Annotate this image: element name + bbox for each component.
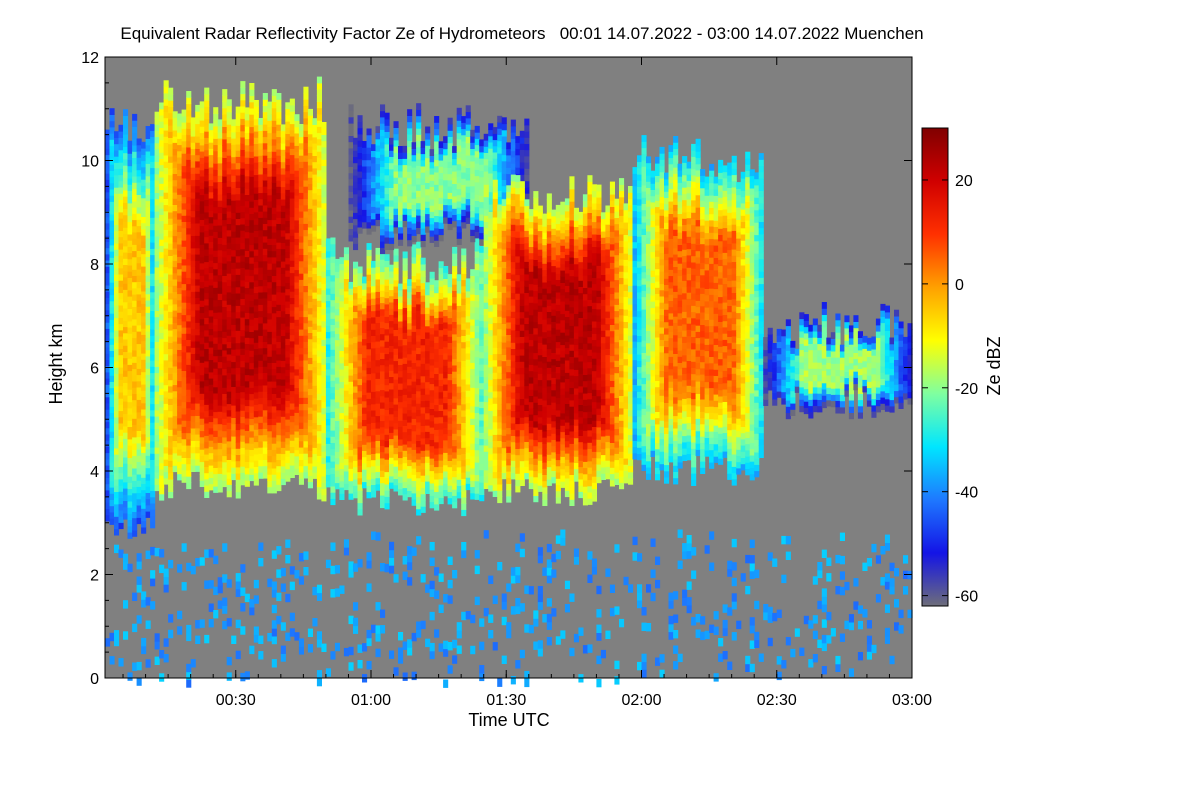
y-tick-label: 12 <box>81 50 99 67</box>
colorbar-label: Ze dBZ <box>984 336 1004 395</box>
colorbar-tick-label: 20 <box>955 173 973 190</box>
echo-region <box>105 529 913 688</box>
colorbar-tick-label: 0 <box>955 277 964 294</box>
colorbar-gradient <box>921 127 949 607</box>
colorbar-tick-label: -40 <box>955 485 978 502</box>
colorbar-tick-label: -20 <box>955 381 978 398</box>
y-tick-label: 10 <box>81 154 99 171</box>
y-tick-label: 2 <box>90 568 99 585</box>
y-tick-label: 6 <box>90 361 99 378</box>
echo-region <box>763 302 913 420</box>
x-tick-label: 03:00 <box>892 692 932 709</box>
echo-region <box>154 76 327 502</box>
x-axis: 00:30 01:00 01:30 02:00 02:30 03:00 <box>122 57 932 709</box>
plot-area <box>105 57 913 688</box>
chart-title: Equivalent Radar Reflectivity Factor Ze … <box>120 24 923 43</box>
y-tick-label: 0 <box>90 671 99 688</box>
colorbar: 20 0 -20 -40 -60 <box>921 127 978 607</box>
echo-region <box>105 108 156 539</box>
y-tick-label: 4 <box>90 464 99 481</box>
x-axis-label: Time UTC <box>468 710 549 730</box>
x-tick-label: 00:30 <box>216 692 256 709</box>
echo-region <box>325 237 485 517</box>
y-axis: 0 2 4 6 8 10 12 <box>81 50 912 688</box>
echo-region <box>483 174 634 506</box>
echo-region <box>632 135 764 486</box>
x-tick-label: 02:30 <box>757 692 797 709</box>
x-tick-label: 01:30 <box>486 692 526 709</box>
y-axis-label: Height km <box>46 323 66 404</box>
y-tick-label: 8 <box>90 257 99 274</box>
x-tick-label: 02:00 <box>621 692 661 709</box>
x-tick-label: 01:00 <box>351 692 391 709</box>
colorbar-tick-label: -60 <box>955 589 978 606</box>
